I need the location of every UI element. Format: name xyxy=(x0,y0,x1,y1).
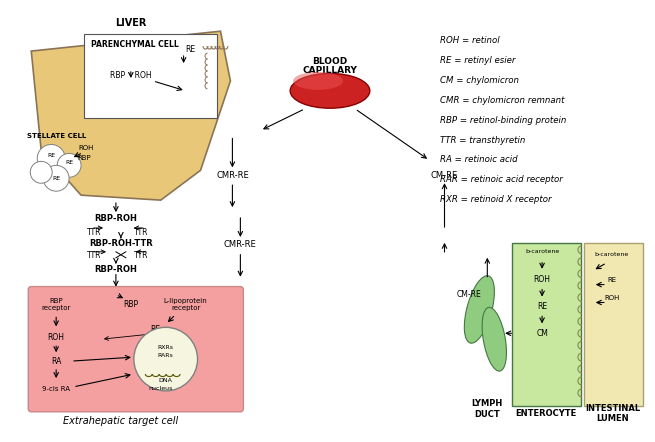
Text: RAR = retinoic acid receptor: RAR = retinoic acid receptor xyxy=(440,175,562,184)
Text: ROH: ROH xyxy=(48,333,65,342)
Text: RBP-ROH-TTR: RBP-ROH-TTR xyxy=(89,240,153,248)
Circle shape xyxy=(134,328,198,391)
FancyBboxPatch shape xyxy=(28,286,244,412)
Text: 9-cis RA: 9-cis RA xyxy=(42,386,70,392)
FancyBboxPatch shape xyxy=(584,243,643,406)
Text: L-lipoprotein
receptor: L-lipoprotein receptor xyxy=(164,298,208,311)
Text: b-carotene: b-carotene xyxy=(595,252,629,257)
Text: TTR: TTR xyxy=(134,251,148,260)
Circle shape xyxy=(57,153,81,177)
Text: RBP    ROH: RBP ROH xyxy=(110,72,152,80)
Text: PARENCHYMAL CELL: PARENCHYMAL CELL xyxy=(91,40,179,49)
Text: TTR: TTR xyxy=(86,229,102,237)
Text: CMR-RE: CMR-RE xyxy=(224,240,257,249)
Text: TTR: TTR xyxy=(134,229,148,237)
Circle shape xyxy=(43,165,69,191)
Text: RE: RE xyxy=(185,45,196,53)
Text: ROH: ROH xyxy=(79,145,94,152)
Text: CAPILLARY: CAPILLARY xyxy=(303,66,358,76)
Text: CMR-RE: CMR-RE xyxy=(216,171,249,180)
Text: RE: RE xyxy=(537,302,547,311)
Text: CM: CM xyxy=(536,329,548,338)
Text: RBP: RBP xyxy=(123,300,138,309)
Text: RBP
receptor: RBP receptor xyxy=(41,298,71,311)
Text: DNA: DNA xyxy=(159,378,173,384)
Text: TTR = transthyretin: TTR = transthyretin xyxy=(440,136,525,145)
Ellipse shape xyxy=(290,73,370,108)
Text: STELLATE CELL: STELLATE CELL xyxy=(27,133,86,138)
Text: RA: RA xyxy=(51,357,62,366)
Text: RBP = retinol-binding protein: RBP = retinol-binding protein xyxy=(440,116,566,125)
Text: Extrahepatic target cell: Extrahepatic target cell xyxy=(64,416,179,426)
Text: ROH: ROH xyxy=(604,294,620,301)
Text: CM = chylomicron: CM = chylomicron xyxy=(440,76,519,85)
Circle shape xyxy=(37,145,65,172)
Text: RBP-ROH: RBP-ROH xyxy=(94,265,138,274)
Text: RE: RE xyxy=(151,325,160,334)
Text: b-carotene: b-carotene xyxy=(525,249,559,254)
Text: CM-RE: CM-RE xyxy=(457,290,482,299)
Ellipse shape xyxy=(482,307,506,371)
Text: RE: RE xyxy=(47,153,55,158)
FancyBboxPatch shape xyxy=(84,34,217,118)
Ellipse shape xyxy=(293,72,343,90)
Text: ENTEROCYTE: ENTEROCYTE xyxy=(515,409,576,418)
Text: RBP: RBP xyxy=(77,156,91,161)
Text: RE: RE xyxy=(65,160,73,165)
Text: RA = retinoic acid: RA = retinoic acid xyxy=(440,156,517,164)
Text: RE = retinyl esier: RE = retinyl esier xyxy=(440,56,515,65)
Text: RE: RE xyxy=(52,176,60,181)
Text: INTESTINAL
LUMEN: INTESTINAL LUMEN xyxy=(585,404,641,423)
FancyBboxPatch shape xyxy=(512,243,581,406)
Text: LIVER: LIVER xyxy=(115,18,147,28)
Text: RXRs: RXRs xyxy=(158,345,174,350)
Text: RARs: RARs xyxy=(158,353,174,358)
Text: ROH: ROH xyxy=(534,275,551,284)
Text: CMR = chylomicron remnant: CMR = chylomicron remnant xyxy=(440,96,564,105)
Ellipse shape xyxy=(464,276,495,343)
Text: RXR = retinoid X receptor: RXR = retinoid X receptor xyxy=(440,195,551,204)
Text: CM-RE: CM-RE xyxy=(431,171,458,180)
Text: LYMPH
DUCT: LYMPH DUCT xyxy=(472,399,503,419)
Text: TTR: TTR xyxy=(86,251,102,260)
Text: BLOOD: BLOOD xyxy=(312,57,348,65)
Polygon shape xyxy=(31,31,231,200)
Text: RBP-ROH: RBP-ROH xyxy=(94,213,138,222)
Text: ROH = retinol: ROH = retinol xyxy=(440,36,499,45)
Circle shape xyxy=(30,161,52,183)
Text: nucleus: nucleus xyxy=(149,386,173,392)
Text: RE: RE xyxy=(607,277,616,282)
